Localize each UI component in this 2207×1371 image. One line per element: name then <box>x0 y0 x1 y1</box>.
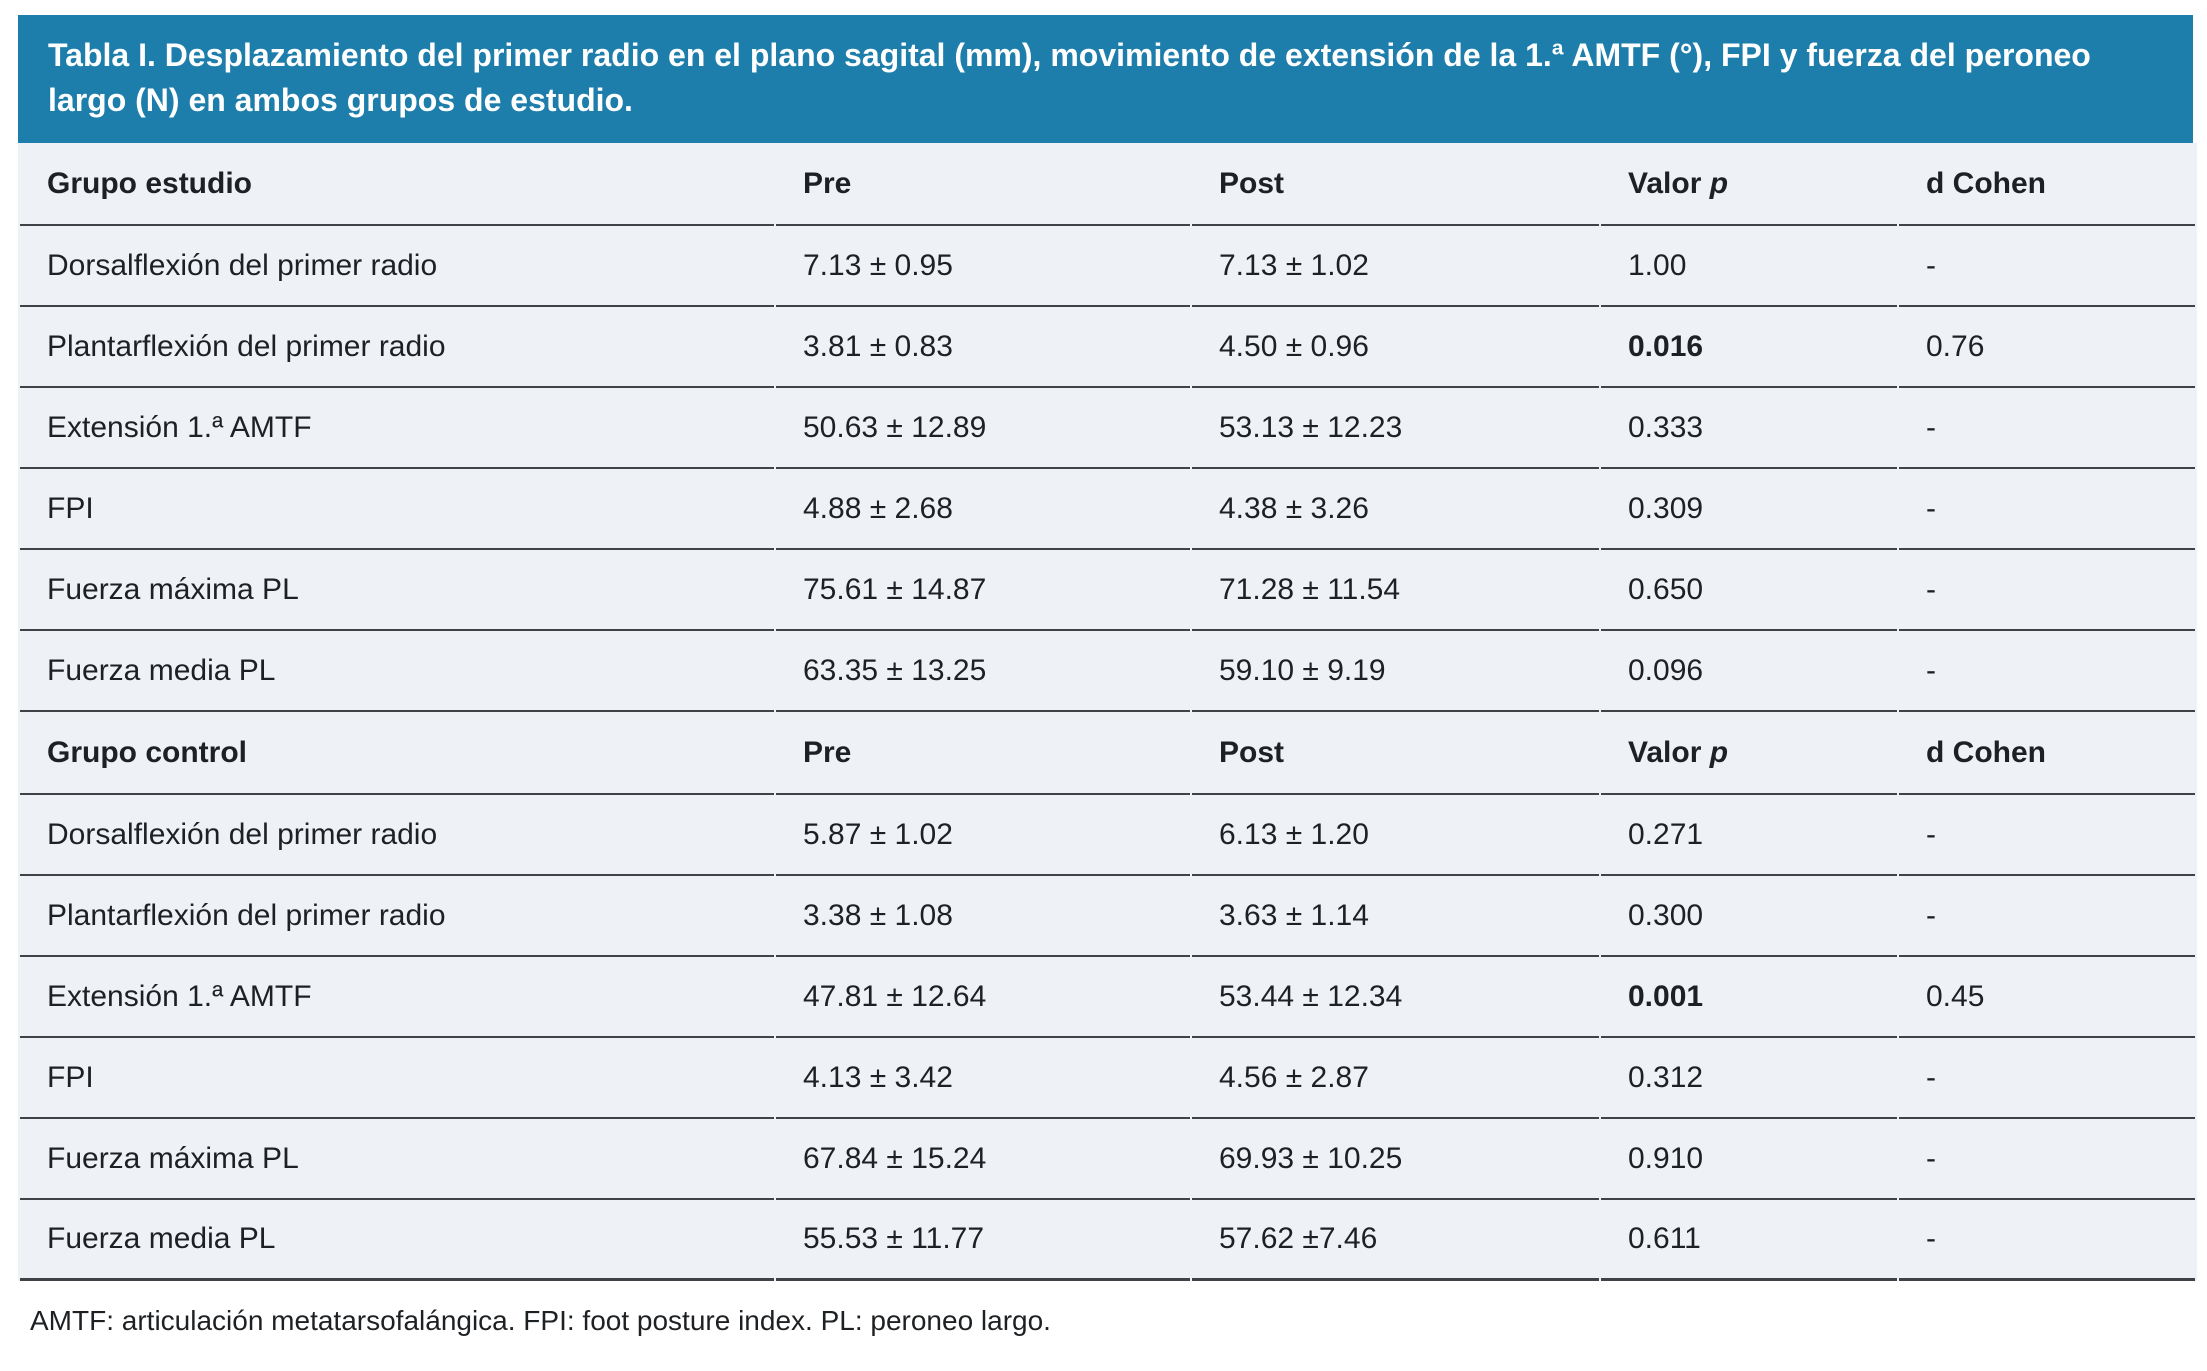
p-value: 0.312 <box>1601 1038 1897 1119</box>
p-value: 0.016 <box>1601 307 1897 388</box>
table-title-banner: Tabla I. Desplazamiento del primer radio… <box>18 15 2193 143</box>
d-cohen-value: - <box>1899 226 2195 307</box>
post-value: 59.10 ± 9.19 <box>1192 631 1599 712</box>
table-row: Dorsalflexión del primer radio 5.87 ± 1.0… <box>20 795 2195 876</box>
p-value: 0.611 <box>1601 1200 1897 1281</box>
d-cohen-value: - <box>1899 469 2195 550</box>
table-title: Tabla I. Desplazamiento del primer radio… <box>48 37 2091 118</box>
table-row: Extensión 1.ª AMTF 50.63 ± 12.89 53.13 ± 1… <box>20 388 2195 469</box>
post-value: 4.50 ± 0.96 <box>1192 307 1599 388</box>
pre-value: 4.88 ± 2.68 <box>776 469 1190 550</box>
post-value: 4.38 ± 3.26 <box>1192 469 1599 550</box>
p-value: 1.00 <box>1601 226 1897 307</box>
table-row: Plantarflexión del primer radio 3.81 ± 0.… <box>20 307 2195 388</box>
row-label: Fuerza media PL <box>20 1200 774 1281</box>
post-value: 69.93 ± 10.25 <box>1192 1119 1599 1200</box>
column-header-post: Post <box>1192 143 1599 226</box>
pre-value: 3.81 ± 0.83 <box>776 307 1190 388</box>
table-row: Extensión 1.ª AMTF 47.81 ± 12.64 53.44 ± 1… <box>20 957 2195 1038</box>
p-value: 0.309 <box>1601 469 1897 550</box>
valor-p-prefix-label: Valor <box>1628 166 1710 200</box>
table-row: FPI 4.88 ± 2.68 4.38 ± 3.26 0.309- <box>20 469 2195 550</box>
valor-p-prefix-label: Valor <box>1628 735 1710 769</box>
table-row: Fuerza máxima PL 75.61 ± 14.87 71.28 ± 11.… <box>20 550 2195 631</box>
table-row: Plantarflexión del primer radio 3.38 ± 1.… <box>20 876 2195 957</box>
d-cohen-value: - <box>1899 876 2195 957</box>
pre-value: 3.38 ± 1.08 <box>776 876 1190 957</box>
d-cohen-value: 0.76 <box>1899 307 2195 388</box>
p-value: 0.001 <box>1601 957 1897 1038</box>
post-value: 57.62 ±7.46 <box>1192 1200 1599 1281</box>
table-row: Dorsalflexión del primer radio 7.13 ± 0.9… <box>20 226 2195 307</box>
p-value: 0.650 <box>1601 550 1897 631</box>
column-header-valor-p: Valor p <box>1601 143 1897 226</box>
d-cohen-value: - <box>1899 1200 2195 1281</box>
row-label: Extensión 1.ª AMTF <box>20 957 774 1038</box>
post-value: 71.28 ± 11.54 <box>1192 550 1599 631</box>
row-label: FPI <box>20 1038 774 1119</box>
row-label: Fuerza máxima PL <box>20 550 774 631</box>
pre-value: 63.35 ± 13.25 <box>776 631 1190 712</box>
column-header-d-cohen: d Cohen <box>1899 712 2195 795</box>
column-header-d-cohen: d Cohen <box>1899 143 2195 226</box>
table-row: Fuerza media PL 55.53 ± 11.77 57.62 ±7.46 0… <box>20 1200 2195 1281</box>
pre-value: 67.84 ± 15.24 <box>776 1119 1190 1200</box>
p-value: 0.300 <box>1601 876 1897 957</box>
p-value: 0.271 <box>1601 795 1897 876</box>
d-cohen-value: - <box>1899 1119 2195 1200</box>
pre-value: 4.13 ± 3.42 <box>776 1038 1190 1119</box>
post-value: 53.13 ± 12.23 <box>1192 388 1599 469</box>
row-label: Plantarflexión del primer radio <box>20 307 774 388</box>
row-label: Dorsalflexión del primer radio <box>20 795 774 876</box>
d-cohen-value: 0.45 <box>1899 957 2195 1038</box>
d-cohen-value: - <box>1899 1038 2195 1119</box>
pre-value: 7.13 ± 0.95 <box>776 226 1190 307</box>
row-label: FPI <box>20 469 774 550</box>
row-label: Extensión 1.ª AMTF <box>20 388 774 469</box>
pre-value: 75.61 ± 14.87 <box>776 550 1190 631</box>
table-row: Fuerza media PL 63.35 ± 13.25 59.10 ± 9.19… <box>20 631 2195 712</box>
pre-value: 47.81 ± 12.64 <box>776 957 1190 1038</box>
row-label: Dorsalflexión del primer radio <box>20 226 774 307</box>
pre-value: 50.63 ± 12.89 <box>776 388 1190 469</box>
d-cohen-value: - <box>1899 388 2195 469</box>
p-value: 0.333 <box>1601 388 1897 469</box>
post-value: 53.44 ± 12.34 <box>1192 957 1599 1038</box>
p-value: 0.096 <box>1601 631 1897 712</box>
row-label: Fuerza máxima PL <box>20 1119 774 1200</box>
d-cohen-value: - <box>1899 550 2195 631</box>
column-header-post: Post <box>1192 712 1599 795</box>
column-header-valor-p: Valor p <box>1601 712 1897 795</box>
post-value: 4.56 ± 2.87 <box>1192 1038 1599 1119</box>
valor-p-symbol-label: p <box>1709 166 1729 200</box>
p-value: 0.910 <box>1601 1119 1897 1200</box>
valor-p-symbol-label: p <box>1709 735 1729 769</box>
d-cohen-value: - <box>1899 795 2195 876</box>
post-value: 3.63 ± 1.14 <box>1192 876 1599 957</box>
table-footnote: AMTF: articulación metatarsofalángica. F… <box>30 1305 1051 1336</box>
row-label: Plantarflexión del primer radio <box>20 876 774 957</box>
table-row: FPI 4.13 ± 3.42 4.56 ± 2.87 0.312- <box>20 1038 2195 1119</box>
pre-value: 55.53 ± 11.77 <box>776 1200 1190 1281</box>
section-group-label: Grupo control <box>20 712 774 795</box>
post-value: 7.13 ± 1.02 <box>1192 226 1599 307</box>
d-cohen-value: - <box>1899 631 2195 712</box>
row-label: Fuerza media PL <box>20 631 774 712</box>
pre-value: 5.87 ± 1.02 <box>776 795 1190 876</box>
column-header-pre: Pre <box>776 143 1190 226</box>
column-header-pre: Pre <box>776 712 1190 795</box>
table-row: Fuerza máxima PL 67.84 ± 15.24 69.93 ± 10.… <box>20 1119 2195 1200</box>
section-group-label: Grupo estudio <box>20 143 774 226</box>
post-value: 6.13 ± 1.20 <box>1192 795 1599 876</box>
